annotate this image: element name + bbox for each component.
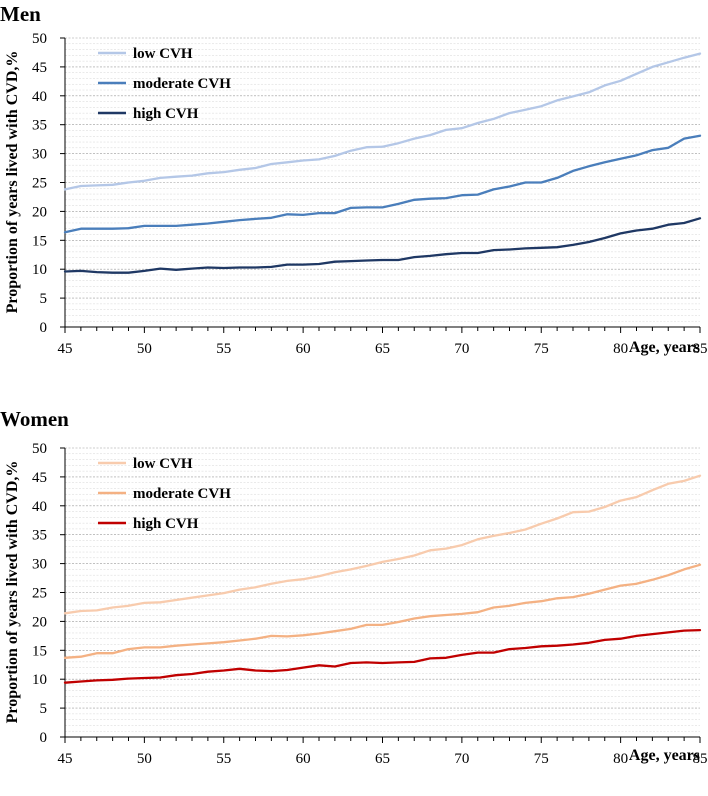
women-x-tick-label: 45 bbox=[58, 751, 73, 767]
women-y-tick-label: 0 bbox=[40, 730, 48, 746]
men-series-line-moderate-cvh bbox=[63, 134, 702, 234]
women-series-line-high-cvh bbox=[63, 628, 702, 684]
women-y-tick-label: 20 bbox=[32, 614, 47, 630]
men-x-tick-label: 50 bbox=[137, 341, 152, 357]
men-y-tick-label: 5 bbox=[40, 291, 48, 307]
women-y-tick-label: 35 bbox=[32, 528, 47, 544]
men-legend: low CVH moderate CVH high CVH bbox=[98, 46, 231, 122]
women-y-tick-label: 30 bbox=[32, 557, 47, 573]
men-chart-title: Men bbox=[0, 2, 41, 26]
men-y-tick-label: 40 bbox=[32, 89, 47, 105]
men-chart: Men 0 5 10 15 20 25 30 35 40 45 50 45 50 55 60 65 70 75 80 8… bbox=[0, 2, 708, 357]
women-x-tick-label: 70 bbox=[454, 751, 469, 767]
men-x-tick-label: 75 bbox=[534, 341, 549, 357]
men-y-tick-label: 0 bbox=[40, 320, 48, 336]
men-y-tick-label: 15 bbox=[32, 233, 47, 249]
men-x-tick-label: 85 bbox=[693, 341, 708, 357]
women-y-tick-label: 50 bbox=[32, 441, 47, 457]
men-y-tick-label: 10 bbox=[32, 262, 47, 278]
men-legend-label-1: moderate CVH bbox=[133, 76, 231, 92]
women-y-axis-title: Proportion of years lived with CVD,% bbox=[4, 461, 21, 724]
women-x-tick-label: 65 bbox=[375, 751, 390, 767]
women-chart-title: Women bbox=[0, 407, 69, 431]
men-series-line-high-cvh bbox=[63, 217, 702, 274]
women-legend-label-0: low CVH bbox=[133, 456, 193, 472]
men-x-tick-label: 55 bbox=[216, 341, 231, 357]
women-y-tick-label: 25 bbox=[32, 586, 47, 602]
women-x-tick-label: 80 bbox=[613, 751, 628, 767]
women-x-axis-title: Age, years bbox=[629, 747, 700, 764]
men-legend-label-2: high CVH bbox=[133, 106, 199, 122]
women-y-tick-label: 5 bbox=[40, 701, 48, 717]
men-x-tick-label: 65 bbox=[375, 341, 390, 357]
women-legend-label-1: moderate CVH bbox=[133, 486, 231, 502]
women-y-tick-label: 45 bbox=[32, 470, 47, 486]
men-x-axis-title: Age, years bbox=[629, 339, 700, 356]
women-y-tick-label: 15 bbox=[32, 643, 47, 659]
men-y-tick-label: 25 bbox=[32, 176, 47, 192]
men-series-line-low-cvh bbox=[63, 52, 702, 191]
women-x-tick-label: 50 bbox=[137, 751, 152, 767]
women-y-tick-label: 10 bbox=[32, 672, 47, 688]
men-y-tick-label: 45 bbox=[32, 60, 47, 76]
women-legend: low CVH moderate CVH high CVH bbox=[98, 456, 231, 532]
women-legend-label-2: high CVH bbox=[133, 516, 199, 532]
men-y-axis-title: Proportion of years lived with CVD,% bbox=[4, 51, 21, 314]
women-y-tick-label: 40 bbox=[32, 499, 47, 515]
women-chart: Women 0 5 10 15 20 25 30 35 40 45 50 45 50 55 60 65 70 75 8… bbox=[0, 407, 708, 767]
women-x-tick-label: 85 bbox=[693, 751, 708, 767]
women-x-tick-label: 55 bbox=[216, 751, 231, 767]
men-y-tick-label: 35 bbox=[32, 118, 47, 134]
women-x-tick-label: 60 bbox=[296, 751, 311, 767]
women-series-line-moderate-cvh bbox=[63, 563, 702, 659]
men-y-tick-label: 20 bbox=[32, 204, 47, 220]
women-gridlines bbox=[65, 447, 700, 732]
men-x-tick-label: 45 bbox=[58, 341, 73, 357]
women-series-line-low-cvh bbox=[63, 474, 702, 615]
men-legend-label-0: low CVH bbox=[133, 46, 193, 62]
men-y-tick-label: 50 bbox=[32, 31, 47, 47]
men-x-tick-label: 70 bbox=[454, 341, 469, 357]
men-x-tick-label: 60 bbox=[296, 341, 311, 357]
women-x-tick-label: 75 bbox=[534, 751, 549, 767]
men-y-tick-label: 30 bbox=[32, 147, 47, 163]
men-x-tick-label: 80 bbox=[613, 341, 628, 357]
